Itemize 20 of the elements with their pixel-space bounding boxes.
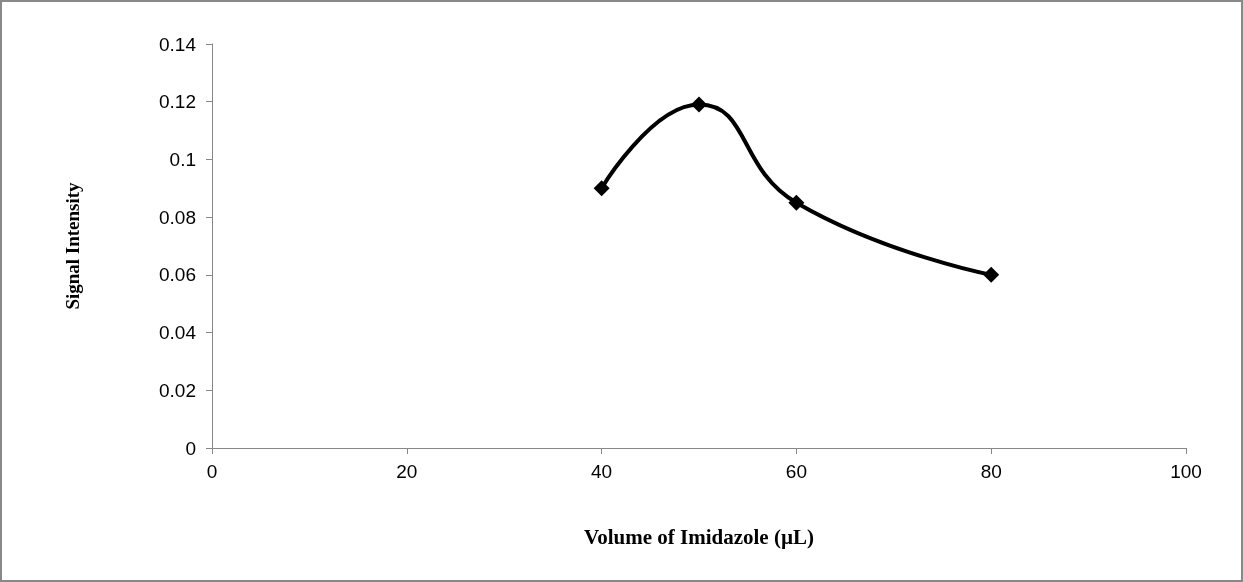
point: [788, 194, 805, 211]
y-tick-label: 0.04: [159, 322, 197, 344]
y-tick-label: 0.1: [169, 148, 196, 170]
y-tick-label: 0.06: [159, 264, 196, 286]
y-tick-label: 0.14: [159, 33, 197, 55]
y-tick-label: 0.08: [159, 206, 196, 228]
x-tick-label: 40: [591, 461, 613, 482]
y-tick-label: 0.12: [159, 91, 196, 113]
x-axis-title: Volume of Imidazole (µL): [583, 524, 815, 549]
y-axis-title: Signal Intensity: [62, 181, 83, 310]
point: [593, 180, 610, 197]
y-tick-label: 0: [185, 437, 196, 459]
x-tick-label: 80: [980, 461, 1002, 482]
y-tick-label: 0.02: [159, 379, 196, 401]
x-tick-label: 100: [1170, 461, 1202, 482]
x-tick-label: 20: [396, 461, 418, 482]
x-tick-label: 0: [206, 461, 218, 482]
x-tick-label: 60: [785, 461, 807, 482]
point: [691, 96, 707, 113]
point: [983, 266, 1000, 283]
